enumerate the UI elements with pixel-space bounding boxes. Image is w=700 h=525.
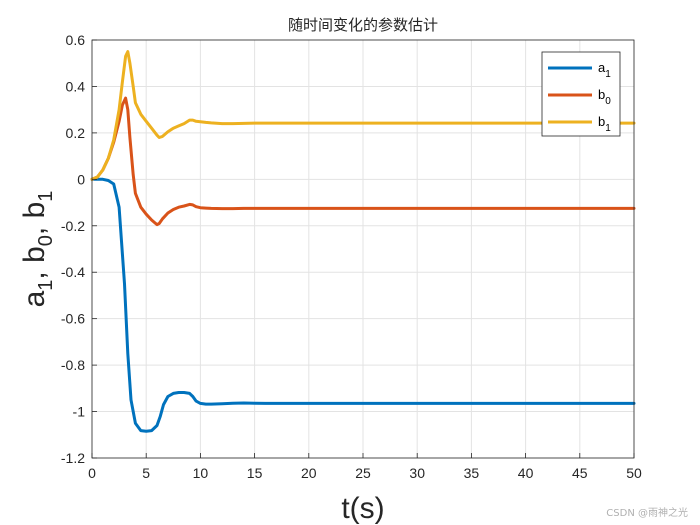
x-tick-label: 35 — [464, 465, 480, 481]
plot-lines — [90, 50, 636, 433]
y-tick-label: -1.2 — [61, 450, 85, 466]
x-tick-label: 40 — [518, 465, 534, 481]
legend-label-a1: a1 — [598, 60, 611, 80]
series-line-b0 — [90, 96, 636, 227]
chart-title: 随时间变化的参数估计 — [288, 16, 438, 34]
y-axis-label-text: a1, b0, b1 — [18, 191, 57, 308]
legend: a1 b0 b1 — [541, 51, 621, 137]
y-tick-label: 0.2 — [66, 125, 86, 141]
series-line-a1 — [90, 177, 636, 433]
x-tick-label: 30 — [409, 465, 425, 481]
y-tick-label: -1 — [73, 404, 86, 420]
y-axis-label: a1, b0, b1 — [18, 191, 57, 308]
x-tick-label: 25 — [355, 465, 371, 481]
x-axis-label: t(s) — [341, 492, 384, 525]
y-tick-label: -0.2 — [61, 218, 85, 234]
x-tick-label: 15 — [247, 465, 263, 481]
x-tick-label: 5 — [142, 465, 150, 481]
y-tick-label: -0.4 — [61, 264, 85, 280]
y-tick-label: 0.6 — [66, 32, 86, 48]
x-tick-label: 45 — [572, 465, 588, 481]
x-tick-label: 20 — [301, 465, 317, 481]
y-tick-label: -0.6 — [61, 311, 85, 327]
x-tick-label: 0 — [88, 465, 96, 481]
y-tick-label: -0.8 — [61, 357, 85, 373]
y-tick-label: 0.4 — [66, 78, 86, 94]
x-tick-label: 10 — [193, 465, 209, 481]
legend-label-b0: b0 — [598, 87, 611, 107]
legend-label-b1: b1 — [598, 114, 611, 134]
y-axis-ticks: 0.6 0.4 0.2 0 -0.2 -0.4 -0.6 -0.8 -1 -1.2 — [61, 32, 97, 466]
x-axis-ticks: 0 5 10 15 20 25 30 35 40 45 50 — [88, 453, 642, 481]
y-tick-label: 0 — [77, 171, 85, 187]
x-tick-label: 50 — [626, 465, 642, 481]
watermark: CSDN @雨神之光 — [606, 508, 688, 519]
series-line-b1 — [90, 50, 636, 181]
